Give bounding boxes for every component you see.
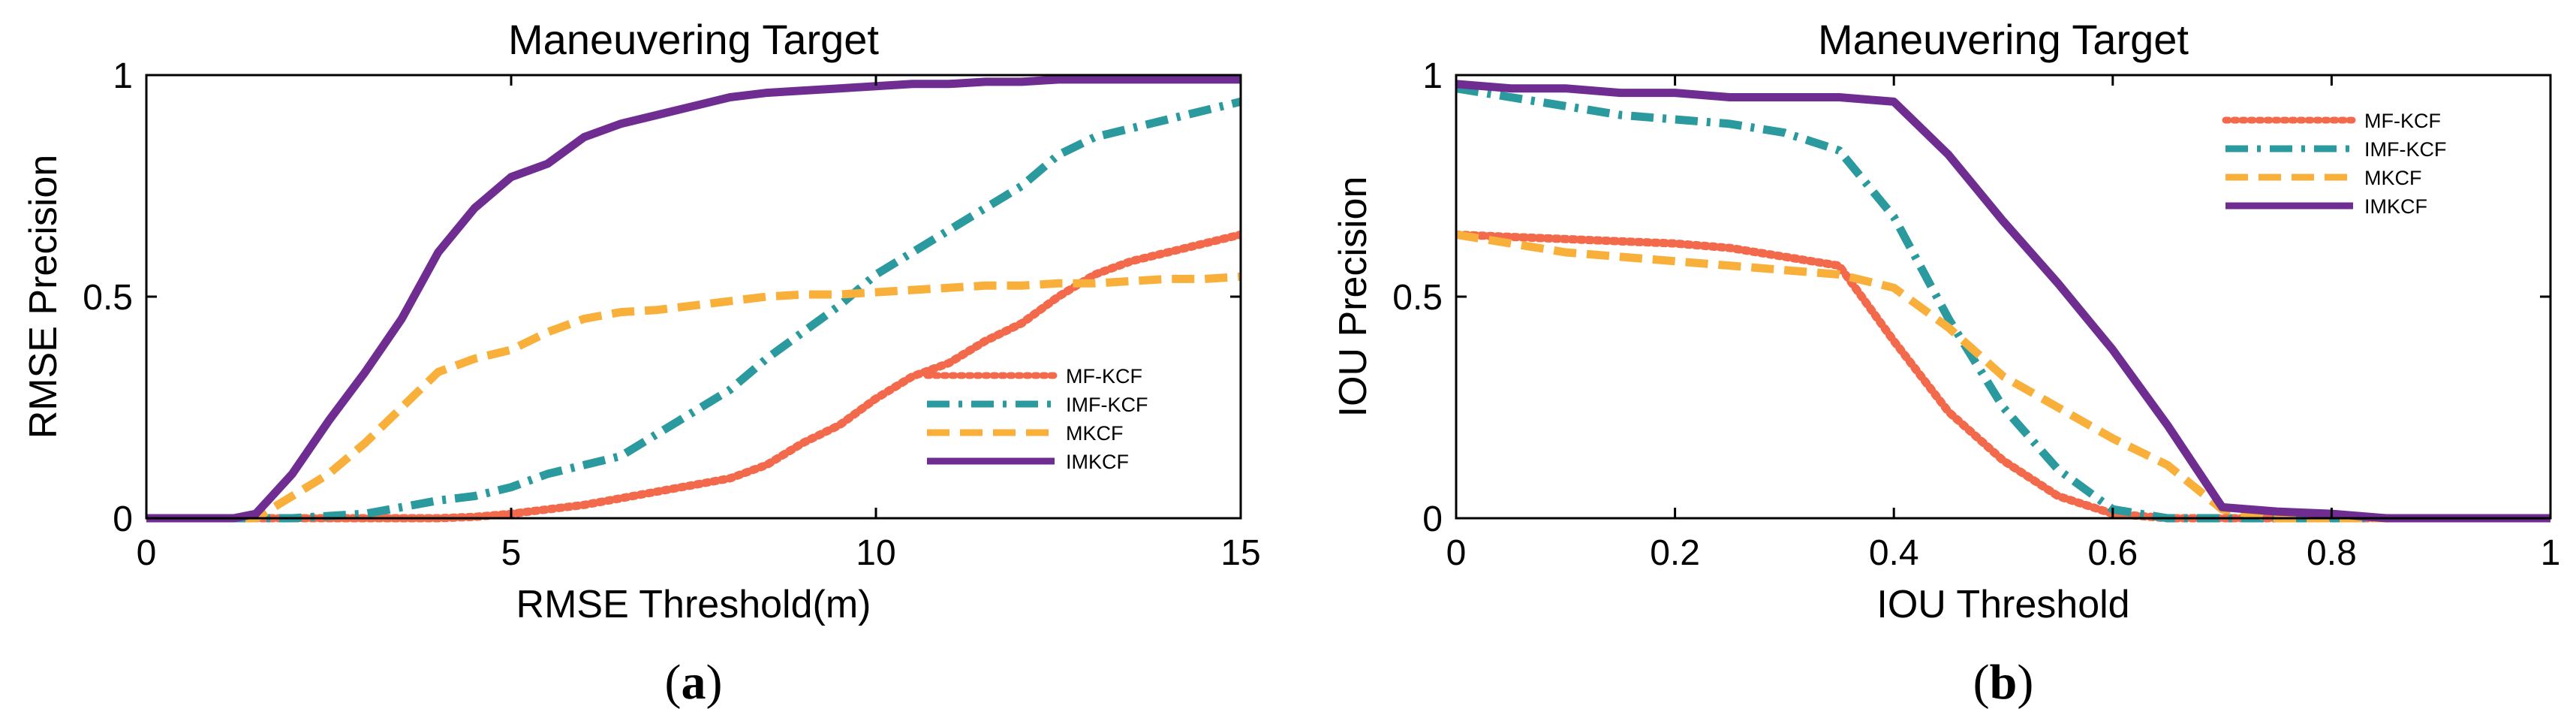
x-tick-label: 0.4 (1869, 533, 1919, 573)
legend-label: MKCF (2364, 167, 2422, 189)
panel-label: (a) (665, 655, 723, 710)
panel-label-close: ) (2017, 655, 2033, 710)
legend-label: MKCF (1066, 422, 1124, 445)
series-group (1456, 80, 2550, 523)
y-axis-label: IOU Precision (1332, 176, 1375, 418)
panel-label-open: ( (665, 655, 682, 710)
x-tick-label: 10 (856, 533, 895, 573)
series-line-imkcf (1456, 80, 2550, 523)
series-line-imf-kcf (146, 98, 1241, 523)
series-line-imf-kcf (1456, 84, 2550, 523)
panel-a: Maneuvering Target 0 5 10 15 0 0.5 1 RMSE Thresh… (22, 16, 1261, 710)
chart-title: Maneuvering Target (1818, 16, 2189, 63)
series-line-mkcf (146, 272, 1241, 523)
panel-label-close: ) (706, 655, 723, 710)
legend-label: MF-KCF (1066, 365, 1142, 388)
panel-label: (b) (1973, 655, 2034, 710)
panel-b: Maneuvering Target 0 0.2 0.4 0.6 0.8 1 0 0.5 1 IOU… (1332, 16, 2560, 710)
panel-label-open: ( (1973, 655, 1990, 710)
x-tick-label: 1 (2541, 533, 2561, 573)
y-tick-label: 0.5 (1392, 278, 1443, 318)
legend: MF-KCF IMF-KCF MKCF IMKCF (2222, 110, 2446, 218)
x-tick-label: 0 (1446, 533, 1467, 573)
panel-label-letter: a (682, 655, 706, 710)
series-line-mkcf (1456, 230, 2550, 523)
y-axis-label: RMSE Precision (22, 155, 65, 439)
series-line-imkcf (146, 75, 1241, 523)
x-tick-label: 15 (1220, 533, 1260, 573)
y-tick-label: 0 (113, 499, 133, 539)
legend-label: IMF-KCF (1066, 394, 1148, 416)
x-tick-label: 5 (501, 533, 522, 573)
panel-label-letter: b (1990, 655, 2018, 710)
chart-title: Maneuvering Target (508, 16, 879, 63)
x-tick-label: 0.8 (2307, 533, 2357, 573)
y-tick-label: 1 (113, 56, 133, 96)
legend-label: IMF-KCF (2364, 138, 2446, 161)
legend-label: IMKCF (1066, 451, 1129, 473)
y-tick-label: 0.5 (83, 278, 133, 318)
legend-label: MF-KCF (2364, 110, 2441, 132)
x-tick-label: 0.6 (2087, 533, 2138, 573)
y-tick-label: 1 (1422, 56, 1443, 96)
x-tick-label: 0.2 (1650, 533, 1700, 573)
x-axis-label: RMSE Threshold(m) (516, 583, 871, 626)
legend: MF-KCF IMF-KCF MKCF IMKCF (923, 365, 1148, 473)
legend-label: IMKCF (2364, 195, 2427, 218)
x-axis-label: IOU Threshold (1876, 583, 2129, 626)
x-tick-label: 0 (137, 533, 157, 573)
y-tick-label: 0 (1422, 499, 1443, 539)
